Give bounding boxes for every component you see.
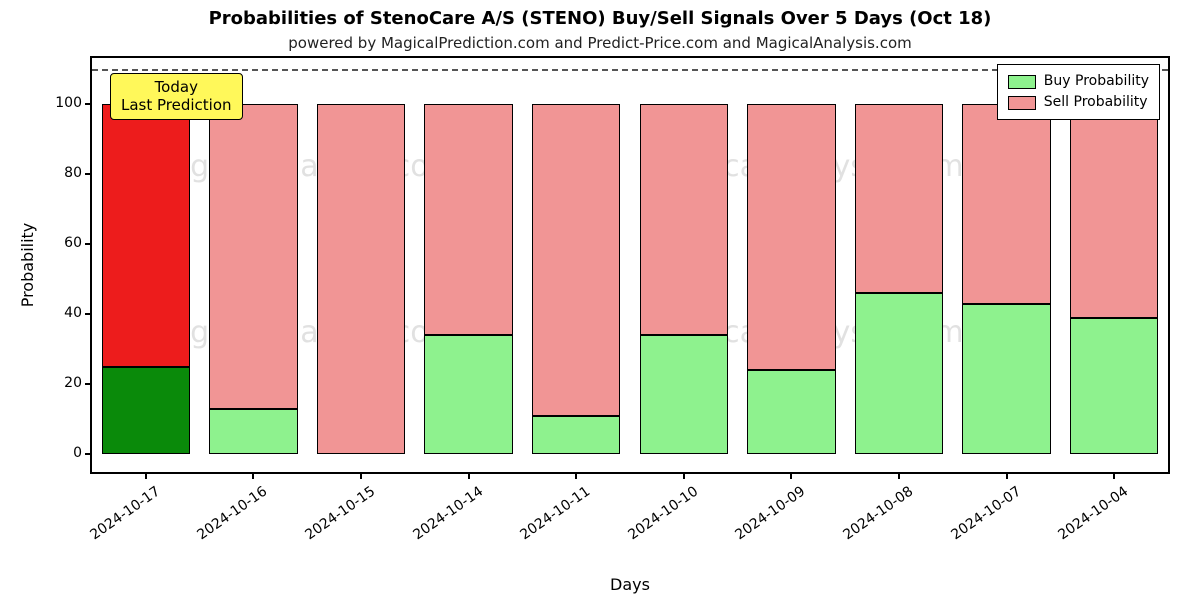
bar-sell	[640, 104, 728, 336]
y-tick-mark	[85, 103, 92, 105]
today-annotation: TodayLast Prediction	[110, 73, 243, 121]
y-axis-label: Probability	[18, 56, 37, 474]
legend-swatch	[1008, 96, 1036, 110]
bar-buy	[424, 335, 512, 454]
bar-buy	[962, 304, 1050, 455]
today-annotation-line1: Today	[155, 78, 198, 96]
y-tick-label: 100	[36, 95, 92, 111]
y-tick-label: 20	[36, 375, 92, 391]
x-tick-label: 2024-10-10	[617, 472, 701, 543]
chart-figure: Probabilities of StenoCare A/S (STENO) B…	[0, 0, 1200, 600]
legend-label: Sell Probability	[1044, 92, 1148, 113]
x-tick-label: 2024-10-16	[187, 472, 271, 543]
x-tick-label: 2024-10-17	[79, 472, 163, 543]
bar-sell	[209, 104, 297, 409]
legend-item: Buy Probability	[1008, 71, 1149, 92]
x-tick-label: 2024-10-04	[1048, 472, 1132, 543]
legend: Buy ProbabilitySell Probability	[997, 64, 1160, 120]
bar-buy	[1070, 318, 1158, 455]
y-tick-mark	[85, 313, 92, 315]
x-tick-label: 2024-10-11	[510, 472, 594, 543]
legend-swatch	[1008, 75, 1036, 89]
bar-sell	[102, 104, 190, 367]
x-tick-label: 2024-10-09	[725, 472, 809, 543]
watermark-text: MagicalAnalysis.com	[146, 315, 458, 350]
bar-sell	[962, 104, 1050, 304]
bar-buy	[747, 370, 835, 454]
x-tick-label: 2024-10-07	[940, 472, 1024, 543]
y-tick-label: 0	[36, 445, 92, 461]
bar-buy	[532, 416, 620, 455]
x-tick-label: 2024-10-15	[294, 472, 378, 543]
bar-sell	[532, 104, 620, 416]
legend-label: Buy Probability	[1044, 71, 1149, 92]
bar-buy	[640, 335, 728, 454]
bar-sell	[1070, 104, 1158, 318]
x-axis-label: Days	[90, 575, 1170, 594]
bar-sell	[747, 104, 835, 371]
bar-sell	[424, 104, 512, 336]
bar-buy	[102, 367, 190, 455]
bar-sell	[317, 104, 405, 455]
y-tick-label: 60	[36, 235, 92, 251]
x-tick-label: 2024-10-08	[832, 472, 916, 543]
plot-area: 020406080100MagicalAnalysis.comMagicalAn…	[90, 56, 1170, 474]
y-tick-label: 80	[36, 165, 92, 181]
bar-buy	[855, 293, 943, 454]
x-tick-label: 2024-10-14	[402, 472, 486, 543]
y-tick-label: 40	[36, 305, 92, 321]
chart-title: Probabilities of StenoCare A/S (STENO) B…	[0, 8, 1200, 29]
y-tick-mark	[85, 453, 92, 455]
y-tick-mark	[85, 383, 92, 385]
y-tick-mark	[85, 243, 92, 245]
bar-buy	[209, 409, 297, 455]
y-tick-mark	[85, 173, 92, 175]
chart-subtitle: powered by MagicalPrediction.com and Pre…	[0, 34, 1200, 52]
bar-sell	[855, 104, 943, 293]
legend-item: Sell Probability	[1008, 92, 1149, 113]
today-annotation-line2: Last Prediction	[121, 96, 232, 114]
watermark-text: MagicalAnalysis.com	[146, 149, 458, 184]
